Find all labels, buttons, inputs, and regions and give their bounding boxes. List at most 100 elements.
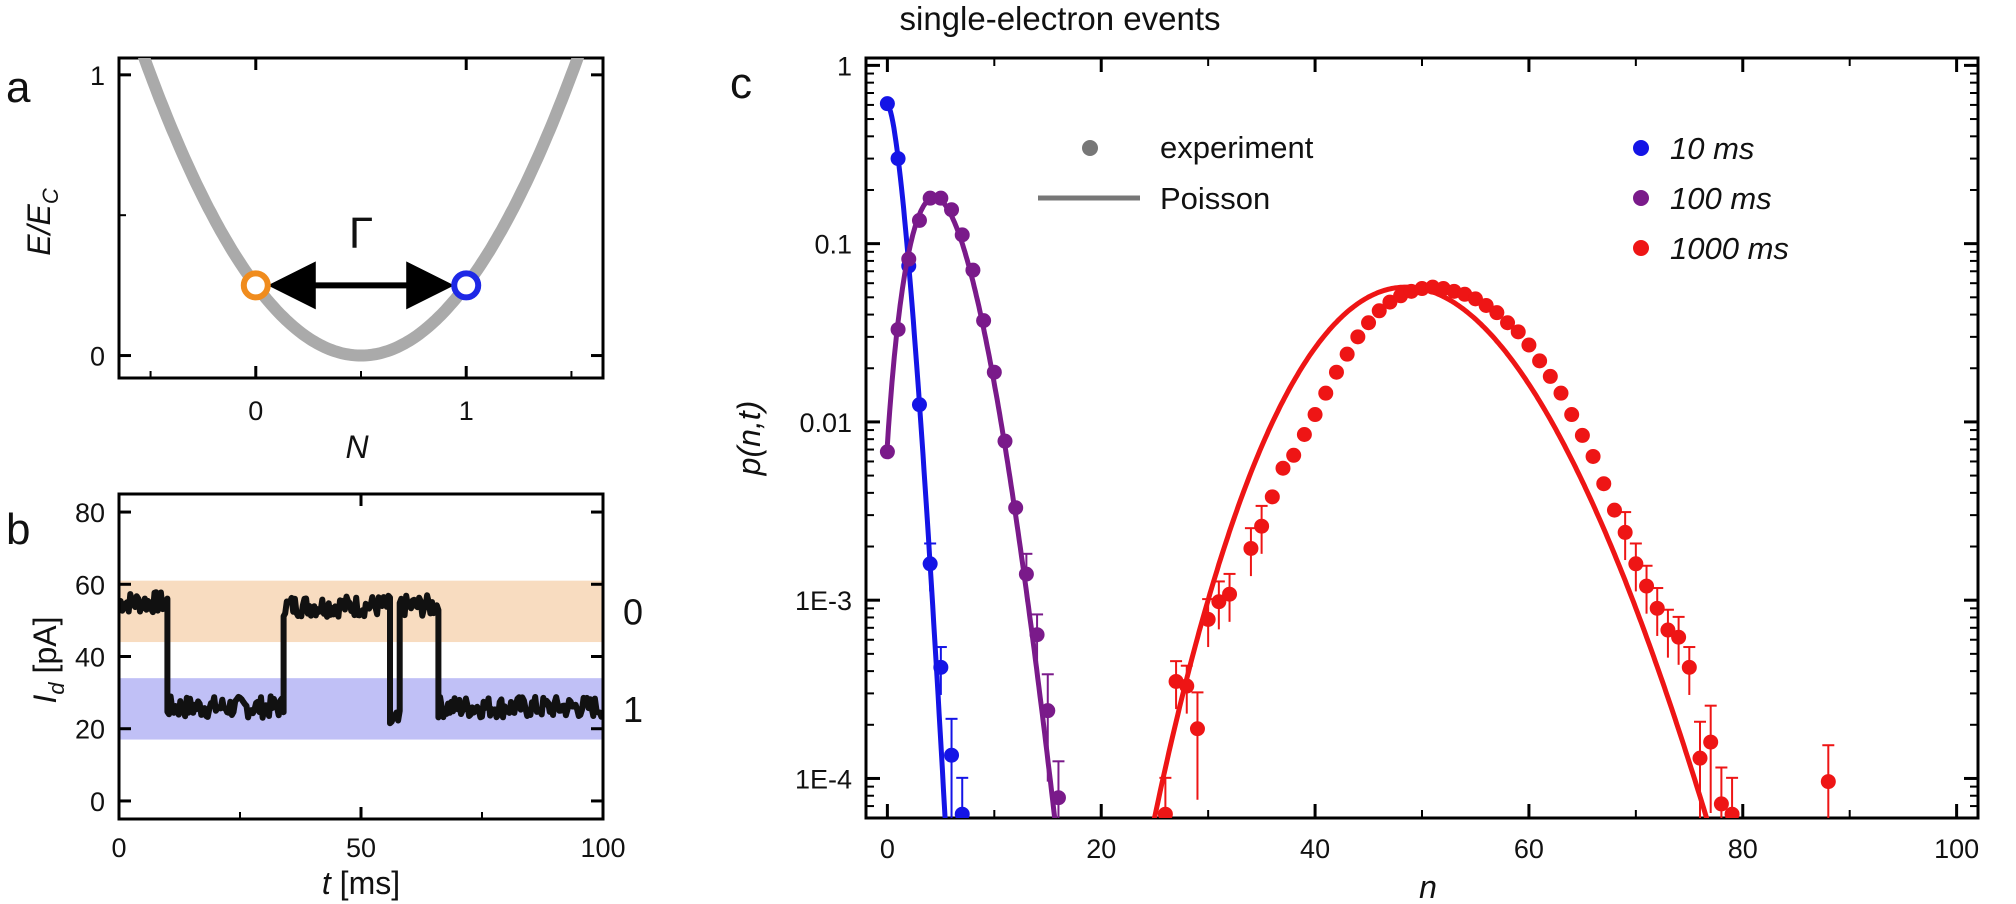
data-point (1500, 315, 1516, 331)
panel-b-ytick-label: 60 (75, 570, 105, 600)
panel-c-xtick-label: 40 (1300, 834, 1330, 864)
data-point (1328, 364, 1344, 380)
data-point (1532, 353, 1548, 369)
data-point (1660, 622, 1676, 638)
panel-c-xtick-label: 0 (880, 834, 895, 864)
data-point (965, 262, 981, 278)
data-point (997, 433, 1013, 449)
data-point (933, 659, 949, 675)
data-point (1489, 305, 1505, 321)
data-point (1157, 806, 1173, 818)
panel-b-xtick-label: 50 (346, 833, 376, 863)
legend-series-label-0: 10 ms (1670, 131, 1754, 166)
panel-label-b: b (6, 505, 30, 554)
current-trace (119, 589, 603, 727)
data-point (1681, 659, 1697, 675)
data-point (1671, 629, 1687, 645)
panel-b-xtick-label: 0 (111, 833, 126, 863)
data-point (1307, 407, 1323, 423)
data-point (1018, 566, 1034, 582)
data-point (1296, 426, 1312, 442)
data-point (1606, 502, 1622, 518)
data-point (1339, 346, 1355, 362)
data-point (1478, 297, 1494, 313)
state-band-label-1: 1 (623, 689, 643, 730)
data-point (890, 321, 906, 337)
data-point (1574, 427, 1590, 443)
data-point (1211, 594, 1227, 610)
data-point (1703, 734, 1719, 750)
data-point (1243, 540, 1259, 556)
panel-c-ytick-label: 1E-4 (795, 764, 852, 794)
legend-poisson-label: Poisson (1160, 181, 1270, 216)
state-1-marker (451, 270, 482, 301)
panel-b-ytick-label: 40 (75, 643, 105, 673)
data-point (1361, 315, 1377, 331)
panel-c-xtick-label: 100 (1934, 834, 1979, 864)
data-point (1179, 678, 1195, 694)
data-point (1286, 447, 1302, 463)
data-point (1639, 578, 1655, 594)
data-point (922, 556, 938, 572)
legend-experiment-marker (1082, 140, 1098, 156)
data-point (1617, 524, 1633, 540)
data-point (1553, 385, 1569, 401)
panel-c-ytick-label: 1 (837, 51, 852, 81)
panel-c-ytick-label: 0.01 (799, 408, 852, 438)
data-point (1264, 489, 1280, 505)
tunneling-rate-label: Γ (349, 208, 373, 257)
panel-label-c: c (730, 59, 752, 108)
data-point (1510, 324, 1526, 340)
data-point (1200, 611, 1216, 627)
panel-b-ytick-label: 0 (90, 787, 105, 817)
data-point (1585, 448, 1601, 464)
panel-a-xtick-label: 1 (459, 396, 474, 426)
data-point (1628, 556, 1644, 572)
data-point (1189, 721, 1205, 737)
panel-c-xtick-label: 80 (1728, 834, 1758, 864)
panel-c-ytick-label: 1E-3 (795, 586, 852, 616)
data-point (1596, 476, 1612, 492)
legend-experiment-label: experiment (1160, 130, 1314, 165)
energy-parabola (137, 58, 585, 362)
panel-c-xlabel: n (1419, 869, 1437, 904)
panel-c-xtick-label: 60 (1514, 834, 1544, 864)
legend-series-label-2: 1000 ms (1670, 231, 1789, 266)
data-point (1222, 586, 1238, 602)
panel-a-xlabel: N (345, 429, 369, 465)
panel-a-xtick-label: 0 (248, 396, 263, 426)
data-point (1649, 600, 1665, 616)
panel-label-a: a (6, 63, 31, 112)
panel-b-xlabel: t [ms] (322, 865, 400, 901)
data-point (944, 202, 960, 218)
data-point (1521, 337, 1537, 353)
data-point (954, 806, 970, 818)
data-point (1692, 750, 1708, 766)
panel-a: 0 1 0 1 Γ N E/EC (21, 56, 605, 465)
data-point (1318, 385, 1334, 401)
data-point (1350, 329, 1366, 345)
data-point (911, 212, 927, 228)
data-point (1467, 291, 1483, 307)
data-point (954, 227, 970, 243)
data-point (1050, 790, 1066, 806)
panel-c-ytick-label: 0.1 (814, 230, 852, 260)
legend-series-label-1: 100 ms (1670, 181, 1772, 216)
panel-c-ylabel: p(n,t) (731, 401, 767, 477)
data-point (879, 96, 895, 112)
legend-series-marker-1 (1633, 190, 1649, 206)
data-point (1713, 796, 1729, 812)
data-point (1008, 500, 1024, 516)
panel-c-title: single-electron events (899, 0, 1220, 37)
panel-b: 0 1 0 50 100 0 20 40 60 80 t [ms] Id [pA] (27, 492, 643, 901)
data-point (922, 190, 938, 206)
data-point (1724, 806, 1740, 818)
legend-series-marker-2 (1633, 240, 1649, 256)
state-band-label-0: 0 (623, 591, 643, 632)
data-point (1029, 627, 1045, 643)
panel-a-ytick-label: 1 (90, 61, 105, 91)
data-point (1254, 518, 1270, 534)
data-point (986, 364, 1002, 380)
data-point (1542, 368, 1558, 384)
data-point (976, 313, 992, 329)
